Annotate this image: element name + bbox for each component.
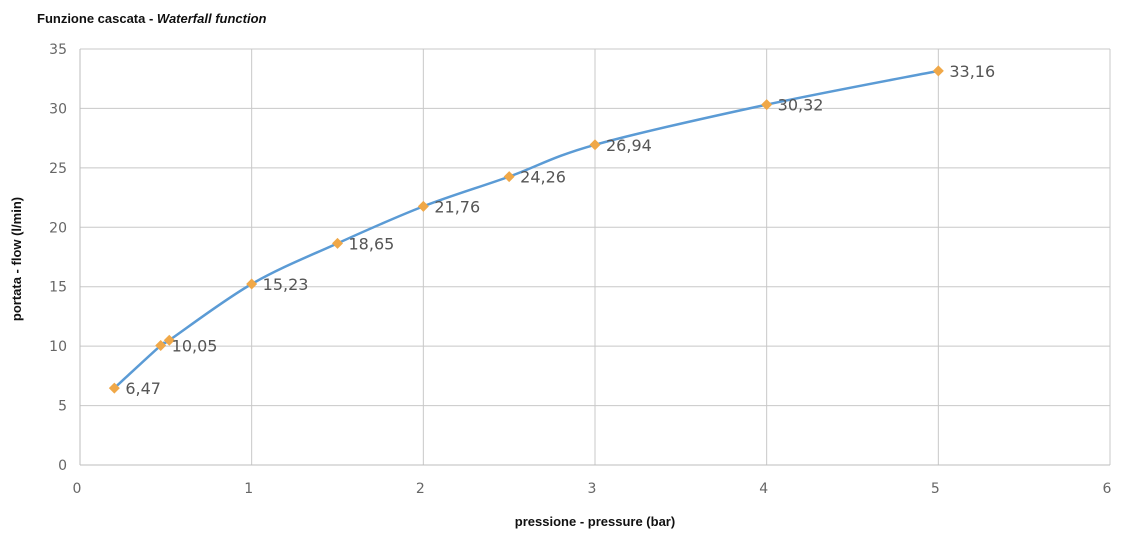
data-marker [246,278,258,290]
data-marker [163,334,175,346]
chart-title-main: Funzione cascata - [37,11,157,26]
data-marker [332,237,343,249]
y-tick-label: 10 [49,339,67,355]
data-markers [108,65,944,394]
data-label: 24,26 [520,168,566,187]
y-tick-labels: 0 5 10 15 20 25 30 35 [49,42,67,474]
x-tick-label: 3 [588,481,597,497]
chart-title: Funzione cascata - Waterfall function [37,11,266,26]
y-tick-label: 30 [49,101,67,117]
data-marker [761,99,773,111]
data-marker [155,340,167,352]
x-tick-label: 2 [416,481,425,497]
x-tick-label: 5 [931,481,940,497]
y-tick-label: 0 [58,458,67,474]
x-tick-label: 1 [244,481,253,497]
data-label: 26,94 [606,136,652,155]
data-marker [589,139,601,151]
data-label: 10,05 [172,337,218,356]
x-tick-labels: 0 1 2 3 4 5 6 [73,481,1112,497]
y-tick-label: 35 [49,42,67,58]
data-label: 33,16 [949,62,995,81]
series-line [113,69,939,390]
x-tick-label: 0 [73,481,82,497]
data-marker [503,171,515,183]
chart-title-italic: Waterfall function [156,11,267,26]
y-tick-label: 20 [49,220,67,236]
data-label: 6,47 [125,379,161,398]
data-label: 21,76 [434,197,480,216]
x-tick-label: 6 [1103,481,1112,497]
y-tick-label: 15 [49,280,67,296]
data-marker [932,65,944,77]
y-tick-label: 5 [58,399,67,415]
y-axis-label: portata - flow (l/min) [9,197,24,321]
data-marker [417,200,429,212]
data-marker [108,382,120,394]
data-labels: 6,47 10,05 15,23 18,65 21,76 24,26 26,94 30,32 3… [125,62,995,398]
data-label: 30,32 [778,96,824,115]
x-axis-label: pressione - pressure (bar) [515,514,675,529]
data-label: 15,23 [263,275,309,294]
grid [79,48,1111,466]
x-tick-label: 4 [759,481,768,497]
data-label: 18,65 [349,234,395,253]
y-tick-label: 25 [49,161,67,177]
